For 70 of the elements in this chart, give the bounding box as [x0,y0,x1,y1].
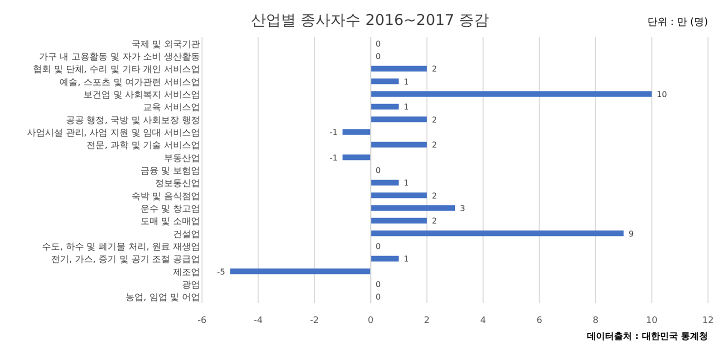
bar [370,91,652,97]
y-tick-label: 수도, 하수 및 폐기물 처리, 원료 재생업 [42,242,200,252]
x-tick-label: 12 [702,316,714,326]
x-tick-label: -2 [310,316,319,326]
y-tick-label: 농업, 임업 및 어업 [126,293,200,304]
x-tick-label: 6 [536,316,542,326]
bar [370,142,427,148]
y-tick-label: 보건업 및 사회복지 서비스업 [83,90,200,100]
data-label: 0 [376,280,381,289]
y-tick-label: 전기, 가스, 증기 및 공기 조절 공급업 [51,255,200,266]
text: 단위 : 만 (명) [647,17,708,28]
data-label: 2 [432,191,437,200]
y-tick-label: 국제 및 외국기관 [131,40,200,50]
text: 데이터출처 : 대한민국 통계청 [587,331,708,342]
data-label: 9 [628,229,634,238]
bar [370,256,399,262]
data-label: 2 [432,216,437,226]
data-label: 2 [432,140,437,150]
data-label: 1 [404,102,409,112]
data-label: 1 [404,77,409,86]
data-label: 2 [432,64,437,74]
y-tick-label: 도매 및 소매업 [140,217,200,228]
bar [370,104,399,110]
y-tick-label: 광업 [182,280,200,290]
data-label: 10 [656,90,667,99]
x-tick-label: 2 [424,316,430,326]
bar [230,268,371,274]
bar [370,192,427,198]
x-tick-label: -6 [198,316,207,326]
data-label: 2 [432,115,437,124]
y-tick-label: 운수 및 창고업 [140,204,200,214]
data-label: 3 [460,204,466,213]
data-label: 0 [376,166,381,175]
y-tick-label: 사업시설 관리, 사업 지원 및 임대 서비스업 [26,128,200,138]
bar [370,66,427,72]
bar [370,78,399,84]
x-tick-label: 0 [368,316,374,326]
data-label: 1 [404,254,409,264]
bar [342,129,371,135]
data-label: 0 [376,242,381,251]
y-tick-label: 전문, 과학 및 기술 서비스업 [86,141,200,152]
bar [370,180,399,186]
data-label: 0 [376,52,381,61]
bar [342,154,371,160]
y-tick-label: 건설업 [173,230,200,240]
y-tick-label: 협회 및 단체, 수리 및 기타 개인 서비스업 [33,65,200,76]
data-label: 1 [404,178,409,188]
y-tick-label: 가구 내 고용활동 및 자가 소비 생산활동 [38,52,200,62]
y-tick-label: 숙박 및 음식점업 [131,192,200,202]
x-tick-label: 4 [480,316,486,326]
bar [370,205,455,211]
data-label: -1 [330,128,338,137]
bar [370,116,427,122]
y-tick-label: 공공 행정, 국방 및 사회보장 행정 [66,116,200,126]
y-tick-label: 교육 서비스업 [143,103,200,114]
y-tick-label: 제조업 [173,268,200,278]
data-label: -1 [330,153,338,162]
bar [370,218,427,224]
y-tick-label: 예술, 스포츠 및 여가관련 서비스업 [60,78,200,88]
bar [370,230,624,236]
data-label: -5 [217,267,226,276]
y-tick-label: 정보통신업 [155,179,200,190]
data-label: 0 [376,39,381,48]
data-label: 0 [376,292,381,302]
chart-title: 산업별 종사자수 2016~2017 증감 [250,11,490,29]
y-tick-label: 금융 및 보험업 [140,166,200,176]
y-tick-label: 부동산업 [164,154,200,164]
x-tick-label: 8 [592,316,599,326]
x-tick-label: -4 [254,316,263,326]
x-tick-label: 10 [646,316,658,326]
